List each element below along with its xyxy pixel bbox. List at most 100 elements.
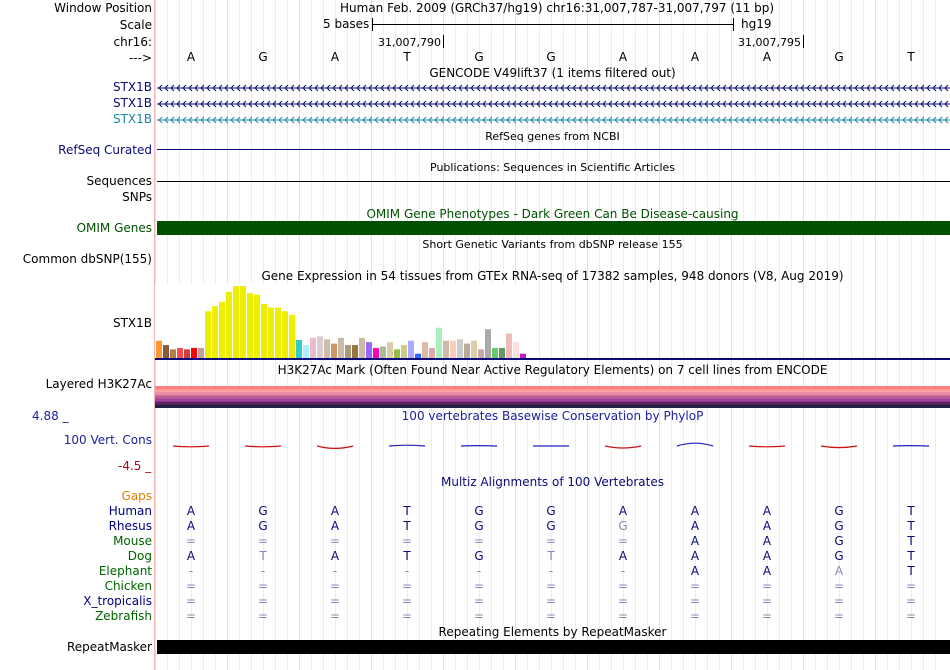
- grid-line: [647, 0, 648, 670]
- multiz-species-label[interactable]: Elephant: [98, 564, 152, 578]
- multiz-species-label[interactable]: Chicken: [104, 579, 152, 593]
- multiz-aligned-base: =: [905, 579, 917, 593]
- multiz-aligned-base: =: [257, 579, 269, 593]
- gencode-transcript-label-1[interactable]: STX1B: [112, 80, 152, 94]
- gtex-track-title[interactable]: Gene Expression in 54 tissues from GTEx …: [261, 269, 844, 283]
- multiz-aligned-base: A: [330, 519, 340, 533]
- omim-label[interactable]: OMIM Genes: [76, 221, 152, 235]
- multiz-species-label[interactable]: Dog: [127, 549, 152, 563]
- multiz-species-label[interactable]: Rhesus: [108, 519, 152, 533]
- gtex-tissue-bar: [499, 347, 505, 358]
- gtex-tissue-bar: [212, 306, 218, 358]
- sequence-base: A: [330, 50, 340, 64]
- multiz-aligned-base: =: [761, 609, 773, 623]
- gtex-tissue-bar: [457, 339, 463, 358]
- ruler-tick-1: [443, 35, 444, 48]
- h3k27ac-track-title[interactable]: H3K27Ac Mark (Often Found Near Active Re…: [277, 363, 828, 377]
- multiz-aligned-base: =: [473, 609, 485, 623]
- gtex-tissue-bar: [443, 340, 449, 358]
- grid-line: [911, 0, 912, 670]
- refseq-gene-line[interactable]: [157, 149, 950, 150]
- multiz-aligned-base: T: [403, 519, 411, 533]
- multiz-track-title[interactable]: Multiz Alignments of 100 Vertebrates: [440, 475, 665, 489]
- multiz-aligned-base: =: [617, 609, 629, 623]
- repeatmasker-label[interactable]: RepeatMasker: [66, 640, 152, 654]
- repeatmasker-track-title[interactable]: Repeating Elements by RepeatMasker: [438, 625, 667, 639]
- publications-sequences-label[interactable]: Sequences: [86, 174, 152, 188]
- repeatmasker-bar[interactable]: [157, 640, 950, 654]
- gencode-track-title[interactable]: GENCODE V49lift37 (1 items filtered out): [429, 66, 676, 80]
- multiz-aligned-base: =: [545, 534, 557, 548]
- omim-gene-bar[interactable]: [157, 221, 950, 235]
- grid-line: [719, 0, 720, 670]
- h3k27ac-layers[interactable]: [155, 386, 950, 408]
- grid-line: [683, 0, 684, 670]
- multiz-species-label[interactable]: Mouse: [113, 534, 152, 548]
- sequence-base: G: [546, 50, 556, 64]
- strand-arrow-label: --->: [128, 51, 152, 65]
- gtex-tissue-bar: [205, 311, 211, 358]
- multiz-species-label[interactable]: X_tropicalis: [83, 594, 152, 608]
- multiz-aligned-base: =: [761, 579, 773, 593]
- h3k27ac-label[interactable]: Layered H3K27Ac: [45, 377, 152, 391]
- gencode-transcript-label-3[interactable]: STX1B: [112, 112, 152, 126]
- multiz-aligned-base: T: [259, 549, 267, 563]
- gtex-gene-baseline: [155, 358, 950, 360]
- sequence-base: G: [834, 50, 844, 64]
- multiz-aligned-base: A: [690, 504, 700, 518]
- gtex-tissue-bar: [527, 356, 533, 358]
- phylop-label[interactable]: 100 Vert. Cons: [63, 433, 152, 447]
- grid-line: [635, 0, 636, 670]
- multiz-aligned-base: =: [329, 579, 341, 593]
- multiz-aligned-base: =: [545, 609, 557, 623]
- phylop-score-mark: [820, 445, 858, 449]
- refseq-track-title[interactable]: RefSeq genes from NCBI: [485, 130, 620, 143]
- gencode-strand-chevrons: [158, 100, 949, 108]
- ruler-position-2: 31,007,795: [738, 36, 801, 49]
- gtex-tissue-bar: [289, 314, 295, 358]
- grid-line: [935, 0, 936, 670]
- phylop-track-title[interactable]: 100 vertebrates Basewise Conservation by…: [401, 409, 704, 423]
- publications-snps-label[interactable]: SNPs: [122, 190, 152, 204]
- multiz-aligned-base: G: [258, 504, 268, 518]
- multiz-aligned-base: A: [690, 534, 700, 548]
- gtex-tissue-bar: [359, 337, 365, 358]
- multiz-species-label[interactable]: Human: [108, 504, 152, 518]
- gtex-tissue-bar: [506, 333, 512, 358]
- grid-line: [767, 0, 768, 670]
- multiz-aligned-base: T: [907, 534, 915, 548]
- multiz-species-label[interactable]: Zebrafish: [95, 609, 152, 623]
- gtex-tissue-bar: [254, 294, 260, 358]
- multiz-aligned-base: =: [617, 579, 629, 593]
- gencode-transcript-lines[interactable]: [155, 82, 950, 126]
- refseq-label[interactable]: RefSeq Curated: [58, 143, 152, 157]
- gencode-transcript-label-2[interactable]: STX1B: [112, 96, 152, 110]
- gtex-tissue-bar: [471, 340, 477, 358]
- multiz-aligned-base: A: [762, 504, 772, 518]
- ruler-tick-2: [803, 35, 804, 48]
- multiz-gaps-label[interactable]: Gaps: [121, 489, 152, 503]
- gtex-tissue-bar: [317, 336, 323, 358]
- gtex-tissue-bar: [177, 347, 183, 358]
- gtex-tissue-bar: [219, 301, 225, 358]
- grid-line: [599, 0, 600, 670]
- multiz-aligned-base: =: [905, 609, 917, 623]
- publications-track-title[interactable]: Publications: Sequences in Scientific Ar…: [430, 161, 675, 174]
- omim-track-title[interactable]: OMIM Gene Phenotypes - Dark Green Can Be…: [366, 207, 739, 221]
- publications-line[interactable]: [157, 181, 950, 182]
- gtex-tissue-bar: [338, 337, 344, 358]
- multiz-aligned-base: =: [185, 609, 197, 623]
- gtex-tissue-bar: [170, 349, 176, 358]
- gtex-bar-chart[interactable]: [155, 284, 950, 360]
- dbsnp-track-title[interactable]: Short Genetic Variants from dbSNP releas…: [422, 238, 683, 251]
- phylop-score-mark: [604, 445, 642, 449]
- gtex-tissue-bar: [450, 340, 456, 358]
- h3k27ac-layer: [155, 404, 950, 408]
- grid-line: [707, 0, 708, 670]
- gtex-gene-label[interactable]: STX1B: [112, 316, 152, 330]
- dbsnp-label[interactable]: Common dbSNP(155): [22, 252, 152, 266]
- phylop-plot[interactable]: [155, 426, 950, 466]
- grid-line: [887, 0, 888, 670]
- gtex-tissue-bar: [275, 307, 281, 358]
- gtex-tissue-bar: [520, 353, 526, 358]
